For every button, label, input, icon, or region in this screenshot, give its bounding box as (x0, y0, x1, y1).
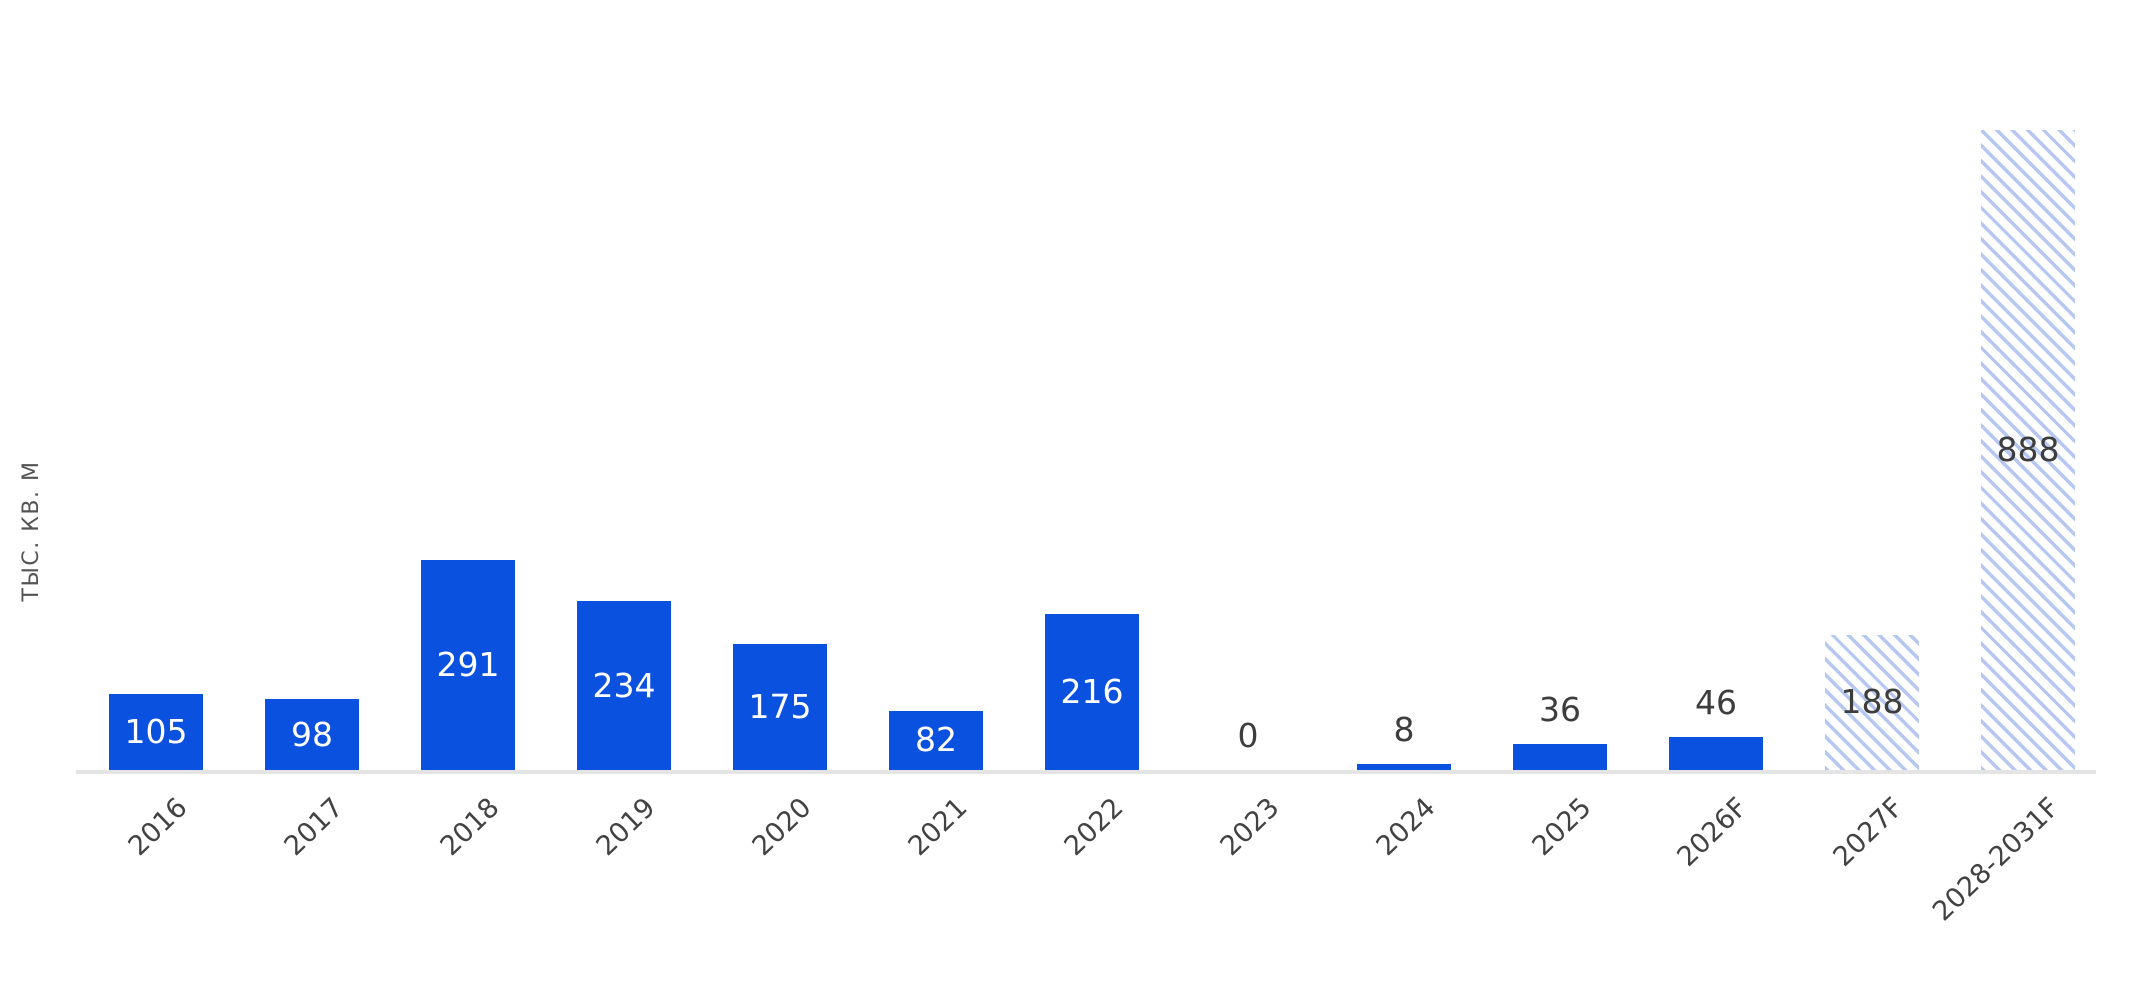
x-tick-label-2022: 2022 (1058, 792, 1130, 863)
plot-area: 105 98 291 234 175 82 216 0 8 36 46 188 888 (78, 0, 2106, 770)
x-tick-label-2025: 2025 (1526, 792, 1598, 863)
bar-column-2023: 0 (1170, 0, 1326, 770)
bar-column-2027F: 188 (1794, 0, 1950, 770)
x-axis-line (76, 770, 2096, 774)
bar-2026F[interactable]: 46 (1669, 684, 1763, 770)
bar-value-label-2021: 82 (915, 720, 957, 760)
x-tick-label-2023: 2023 (1214, 792, 1286, 863)
bar-value-label-2022: 216 (1060, 672, 1124, 712)
bar-column-2025: 36 (1482, 0, 1638, 770)
bar-value-label-2017: 98 (291, 714, 333, 754)
bar-2027F[interactable]: 188 (1825, 634, 1919, 770)
bar-2017[interactable]: 98 (265, 699, 359, 770)
bar-value-label-2024: 8 (1393, 709, 1415, 749)
bar-2021[interactable]: 82 (889, 710, 983, 770)
bar-value-label-2026F: 46 (1695, 682, 1737, 722)
bar-value-label-2018: 291 (436, 645, 500, 685)
x-tick-label-2018: 2018 (434, 792, 506, 863)
bar-column-2024: 8 (1326, 0, 1482, 770)
bar-value-label-2019: 234 (592, 665, 656, 705)
bar-column-2017: 98 (234, 0, 390, 770)
bar-2019[interactable]: 234 (577, 601, 671, 770)
x-tick-label-2024: 2024 (1370, 792, 1442, 863)
bar-value-label-2020: 175 (748, 686, 812, 726)
x-tick-label-2017: 2017 (278, 792, 350, 863)
bar-2025[interactable]: 36 (1513, 691, 1607, 770)
bar-column-2016: 105 (78, 0, 234, 770)
x-tick-label-2028-2031F: 2028-2031F (1926, 792, 2066, 928)
bar-column-2022: 216 (1014, 0, 1170, 770)
bar-value-label-2028-2031F: 888 (1996, 429, 2060, 469)
bar-value-label-2025: 36 (1539, 689, 1581, 729)
x-tick-label-2021: 2021 (902, 792, 974, 863)
bar-column-2026F: 46 (1638, 0, 1794, 770)
bar-value-label-2027F: 188 (1840, 682, 1904, 722)
bar-column-2019: 234 (546, 0, 702, 770)
bar-2024[interactable]: 8 (1357, 711, 1451, 770)
x-tick-label-2027F: 2027F (1827, 792, 1910, 873)
bar-2022[interactable]: 216 (1045, 614, 1139, 770)
x-tick-label-2020: 2020 (746, 792, 818, 863)
bar-value-label-2016: 105 (124, 712, 188, 752)
bar-value-label-2023: 0 (1237, 715, 1259, 755)
bar-column-2021: 82 (858, 0, 1014, 770)
bar-2028-2031F[interactable]: 888 (1981, 130, 2075, 770)
bar-column-2020: 175 (702, 0, 858, 770)
bar-2016[interactable]: 105 (109, 694, 203, 770)
bar-column-2028-2031F: 888 (1950, 0, 2106, 770)
x-tick-label-2019: 2019 (590, 792, 662, 863)
x-tick-label-2016: 2016 (122, 792, 194, 863)
bar-2020[interactable]: 175 (733, 643, 827, 770)
bar-2018[interactable]: 291 (421, 560, 515, 770)
bar-column-2018: 291 (390, 0, 546, 770)
x-tick-label-2026F: 2026F (1671, 792, 1754, 873)
